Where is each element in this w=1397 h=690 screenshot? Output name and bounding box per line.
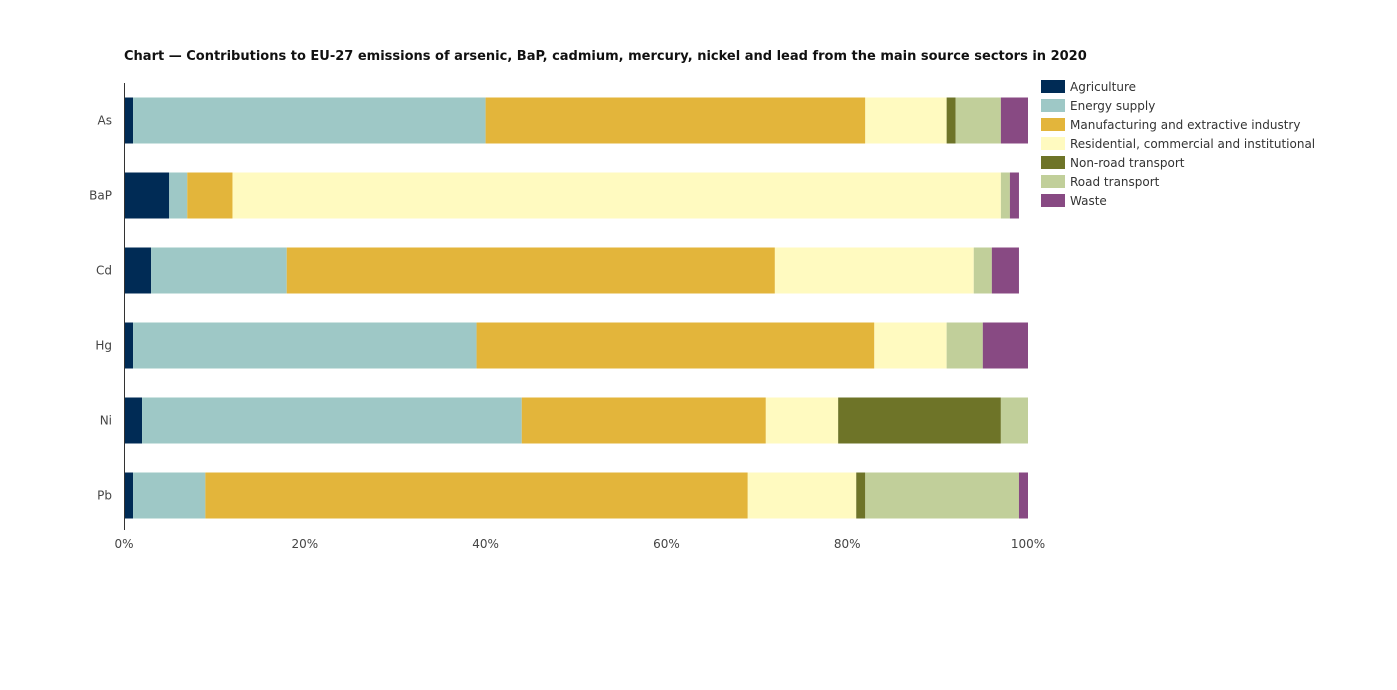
bar-as-series-6 <box>1000 97 1028 144</box>
legend-swatch-6 <box>1041 194 1065 207</box>
legend-label-2: Manufacturing and extractive industry <box>1070 118 1300 132</box>
bar-hg-series-5 <box>946 322 983 369</box>
bar-hg-series-1 <box>133 322 477 369</box>
bar-cd-series-2 <box>286 247 775 294</box>
x-tick-label-80: 80% <box>834 537 861 551</box>
bar-cd-series-1 <box>151 247 287 294</box>
bar-bap-series-0 <box>124 172 170 219</box>
bar-hg-series-0 <box>124 322 134 369</box>
bar-bap-series-2 <box>187 172 233 219</box>
x-tick-label-40: 40% <box>472 537 499 551</box>
bar-bap-series-3 <box>232 172 1001 219</box>
bar-hg-series-2 <box>476 322 875 369</box>
legend-swatch-1 <box>1041 99 1065 112</box>
bar-as-series-2 <box>485 97 866 144</box>
y-tick-label-bap: BaP <box>89 189 112 203</box>
y-tick-label-cd: Cd <box>96 264 112 278</box>
x-tick-label-100: 100% <box>1011 537 1045 551</box>
legend-swatch-0 <box>1041 80 1065 93</box>
x-tick-label-0: 0% <box>114 537 133 551</box>
chart-title: Chart — Contributions to EU-27 emissions… <box>124 49 1087 64</box>
bar-bap-series-1 <box>169 172 188 219</box>
bar-cd-series-6 <box>991 247 1019 294</box>
x-axis-tick-labels: 0% 20% 40% 60% 80% 100% <box>114 537 1045 551</box>
bar-pb-series-1 <box>133 472 206 519</box>
y-tick-label-hg: Hg <box>95 339 112 353</box>
bars-layer <box>124 97 1028 519</box>
bar-ni-series-4 <box>838 397 1001 444</box>
bar-cd-series-5 <box>973 247 992 294</box>
bar-hg-series-6 <box>982 322 1028 369</box>
bar-pb-series-6 <box>1018 472 1028 519</box>
legend-swatch-4 <box>1041 156 1065 169</box>
bar-ni-series-1 <box>142 397 522 444</box>
legend-label-5: Road transport <box>1070 175 1160 189</box>
bar-bap-series-5 <box>1000 172 1010 219</box>
x-tick-label-20: 20% <box>291 537 318 551</box>
legend-label-4: Non-road transport <box>1070 156 1185 170</box>
legend-label-6: Waste <box>1070 194 1107 208</box>
bar-hg-series-3 <box>874 322 947 369</box>
legend-label-1: Energy supply <box>1070 99 1155 113</box>
bar-ni-series-5 <box>1000 397 1028 444</box>
bar-as-series-0 <box>124 97 134 144</box>
bar-as-series-1 <box>133 97 486 144</box>
bar-pb-series-0 <box>124 472 134 519</box>
bar-as-series-5 <box>955 97 1001 144</box>
bar-ni-series-0 <box>124 397 143 444</box>
bar-pb-series-2 <box>205 472 748 519</box>
bar-ni-series-3 <box>765 397 839 444</box>
y-axis-tick-labels: As BaP Cd Hg Ni Pb <box>89 114 112 503</box>
bar-ni-series-2 <box>521 397 766 444</box>
bar-cd-series-0 <box>124 247 152 294</box>
y-tick-label-pb: Pb <box>97 489 112 503</box>
legend-swatch-3 <box>1041 137 1065 150</box>
x-tick-label-60: 60% <box>653 537 680 551</box>
legend: Agriculture Energy supply Manufacturing an… <box>1041 80 1315 208</box>
bar-pb-series-4 <box>856 472 866 519</box>
bar-pb-series-3 <box>747 472 857 519</box>
bar-cd-series-3 <box>774 247 974 294</box>
legend-label-3: Residential, commercial and institutiona… <box>1070 137 1315 151</box>
y-tick-label-as: As <box>98 114 112 128</box>
bar-pb-series-5 <box>865 472 1019 519</box>
bar-as-series-4 <box>946 97 956 144</box>
legend-swatch-5 <box>1041 175 1065 188</box>
legend-label-0: Agriculture <box>1070 80 1136 94</box>
bar-as-series-3 <box>865 97 947 144</box>
bar-bap-series-6 <box>1009 172 1019 219</box>
y-tick-label-ni: Ni <box>100 414 112 428</box>
legend-swatch-2 <box>1041 118 1065 131</box>
